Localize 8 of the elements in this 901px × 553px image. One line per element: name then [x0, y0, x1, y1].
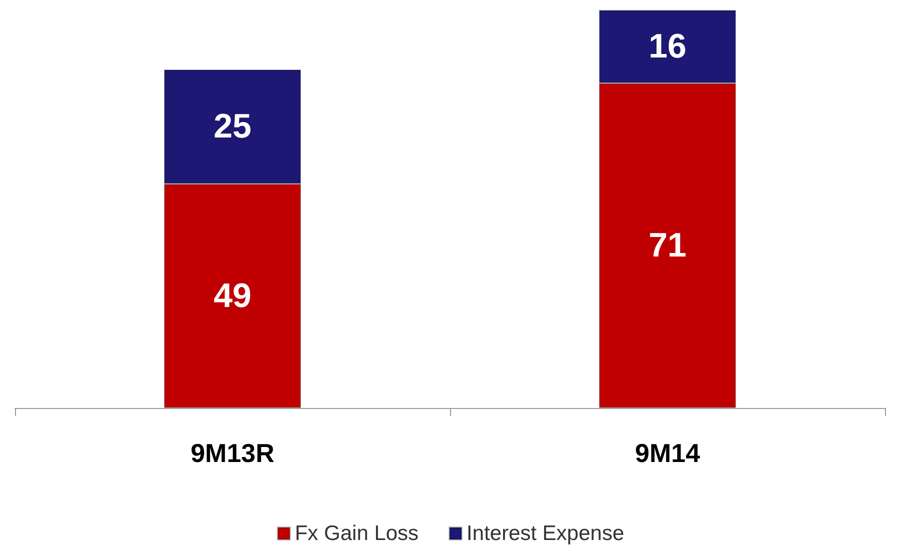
x-tick-label: 9M14: [634, 438, 701, 468]
legend-label: Interest Expense: [466, 522, 624, 545]
data-label: 25: [214, 108, 252, 146]
x-tick-label: 9M13R: [190, 438, 275, 468]
data-label: 49: [214, 276, 252, 315]
data-label: 71: [648, 226, 686, 265]
data-label: 16: [648, 28, 686, 66]
legend-label: Fx Gain Loss: [294, 522, 419, 545]
